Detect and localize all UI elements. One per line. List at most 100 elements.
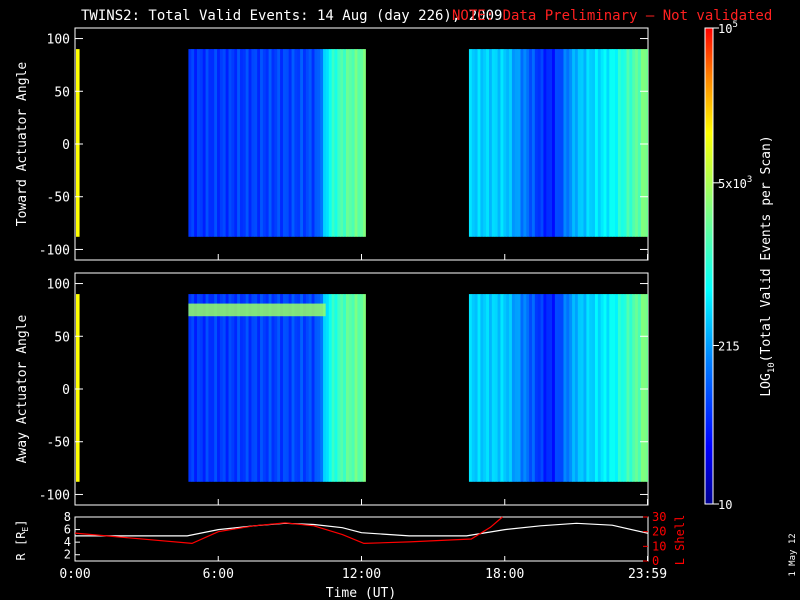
toward-heatmap-column: [360, 49, 364, 237]
toward-heatmap-column: [586, 49, 590, 237]
away-heatmap-column: [543, 294, 547, 482]
toward-heatmap-column: [632, 49, 636, 237]
away-heatmap-column: [557, 294, 562, 482]
away-heatmap-column: [262, 294, 267, 482]
away-ytick-label: -50: [47, 436, 70, 451]
away-heatmap-panel: 100 50 0 -50 -100 Away Actuator Angle: [15, 272, 649, 506]
away-heatmap-column: [569, 294, 573, 482]
away-heatmap-column: [474, 294, 478, 482]
toward-heatmap-column: [265, 49, 270, 237]
colorbar-tick-label: 10: [718, 498, 732, 512]
chart-title: TWINS2: Total Valid Events: 14 Aug (day …: [81, 8, 502, 24]
toward-heatmap-column: [214, 49, 218, 237]
away-heatmap-column: [234, 294, 238, 482]
toward-heatmap-column: [323, 49, 327, 237]
lshell-tick-label: 10: [652, 539, 666, 553]
away-heatmap-column: [314, 294, 318, 482]
toward-heatmap-column: [297, 49, 301, 237]
away-heatmap-column: [592, 294, 596, 482]
colorbar-gradient: [704, 27, 714, 505]
away-heatmap-column: [225, 294, 229, 482]
toward-ytick-label: 50: [54, 85, 70, 100]
away-heatmap-column: [228, 294, 232, 482]
away-heatmap-column: [351, 294, 355, 482]
toward-heatmap-column: [222, 49, 227, 237]
toward-heatmap-column: [569, 49, 573, 237]
orbit-panel-frame: [74, 516, 649, 562]
away-heatmap-column: [523, 294, 527, 482]
toward-heatmap-column: [242, 49, 247, 237]
away-heatmap-column: [265, 294, 270, 482]
time-tick-label: 12:00: [342, 567, 381, 582]
away-heatmap-column: [328, 294, 333, 482]
away-heatmap-column: [308, 294, 313, 482]
orbit-line-L: [74, 516, 503, 545]
away-heatmap-column: [222, 294, 227, 482]
radius-tick-label: 4: [64, 535, 71, 549]
toward-heatmap-column: [305, 49, 310, 237]
toward-ytick-label: -100: [39, 243, 70, 258]
toward-heatmap-column: [248, 49, 252, 237]
toward-heatmap-column: [592, 49, 596, 237]
away-heatmap-column: [529, 294, 533, 482]
away-heatmap-column: [477, 294, 481, 482]
toward-heatmap-column: [219, 49, 224, 237]
away-heatmap-column: [615, 294, 619, 482]
away-heatmap-column: [603, 294, 607, 482]
toward-heatmap-column: [225, 49, 229, 237]
toward-heatmap-column: [583, 49, 587, 237]
toward-heatmap-column: [595, 49, 599, 237]
away-heatmap-column: [635, 294, 639, 482]
away-heatmap-column: [623, 294, 627, 482]
toward-heatmap-column: [257, 49, 261, 237]
away-heatmap-column: [237, 294, 241, 482]
away-heatmap-column: [514, 294, 519, 482]
away-heatmap-column: [239, 294, 244, 482]
toward-heatmap-column: [325, 49, 330, 237]
colorbar-tick-label: 5x103: [718, 175, 752, 191]
toward-heatmap-column: [600, 49, 604, 237]
toward-heatmap-column: [643, 49, 647, 237]
toward-heatmap-column: [237, 49, 241, 237]
away-heatmap-column: [231, 294, 235, 482]
away-heatmap-column: [357, 294, 361, 482]
away-heatmap-column: [197, 294, 201, 482]
toward-heatmap-column: [552, 49, 556, 237]
away-heatmap-column: [191, 294, 195, 482]
toward-heatmap-column: [199, 49, 204, 237]
away-heatmap-column: [282, 294, 287, 482]
toward-heatmap-column: [549, 49, 553, 237]
toward-heatmap-column: [311, 49, 315, 237]
away-heatmap-data: [76, 294, 648, 482]
away-ytick-label: -100: [39, 488, 70, 503]
toward-heatmap-column: [288, 49, 292, 237]
away-heatmap-column: [509, 294, 513, 482]
toward-heatmap-column: [615, 49, 619, 237]
toward-heatmap-column: [202, 49, 206, 237]
away-heatmap-column: [520, 294, 524, 482]
away-heatmap-column: [268, 294, 272, 482]
toward-heatmap-column: [271, 49, 275, 237]
colorbar-tick-label: 215: [718, 339, 740, 353]
toward-heatmap-column: [529, 49, 533, 237]
toward-heatmap-column: [474, 49, 478, 237]
toward-heatmap-column: [348, 49, 353, 237]
away-heatmap-column: [248, 294, 252, 482]
toward-heatmap-column: [620, 49, 625, 237]
away-heatmap-column: [595, 294, 599, 482]
away-heatmap-column: [317, 294, 321, 482]
lshell-tick-label: 30: [652, 510, 666, 524]
toward-heatmap-column: [523, 49, 527, 237]
away-heatmap-column: [340, 294, 344, 482]
away-heatmap-column: [620, 294, 625, 482]
away-heatmap-column: [617, 294, 622, 482]
away-heatmap-column: [303, 294, 307, 482]
toward-heatmap-column: [609, 49, 613, 237]
away-heatmap-column: [363, 294, 366, 482]
toward-heatmap-column: [626, 49, 630, 237]
time-tick-label: 6:00: [203, 567, 234, 582]
away-heatmap-column: [202, 294, 206, 482]
toward-heatmap-column: [488, 49, 493, 237]
toward-heatmap-column: [354, 49, 358, 237]
